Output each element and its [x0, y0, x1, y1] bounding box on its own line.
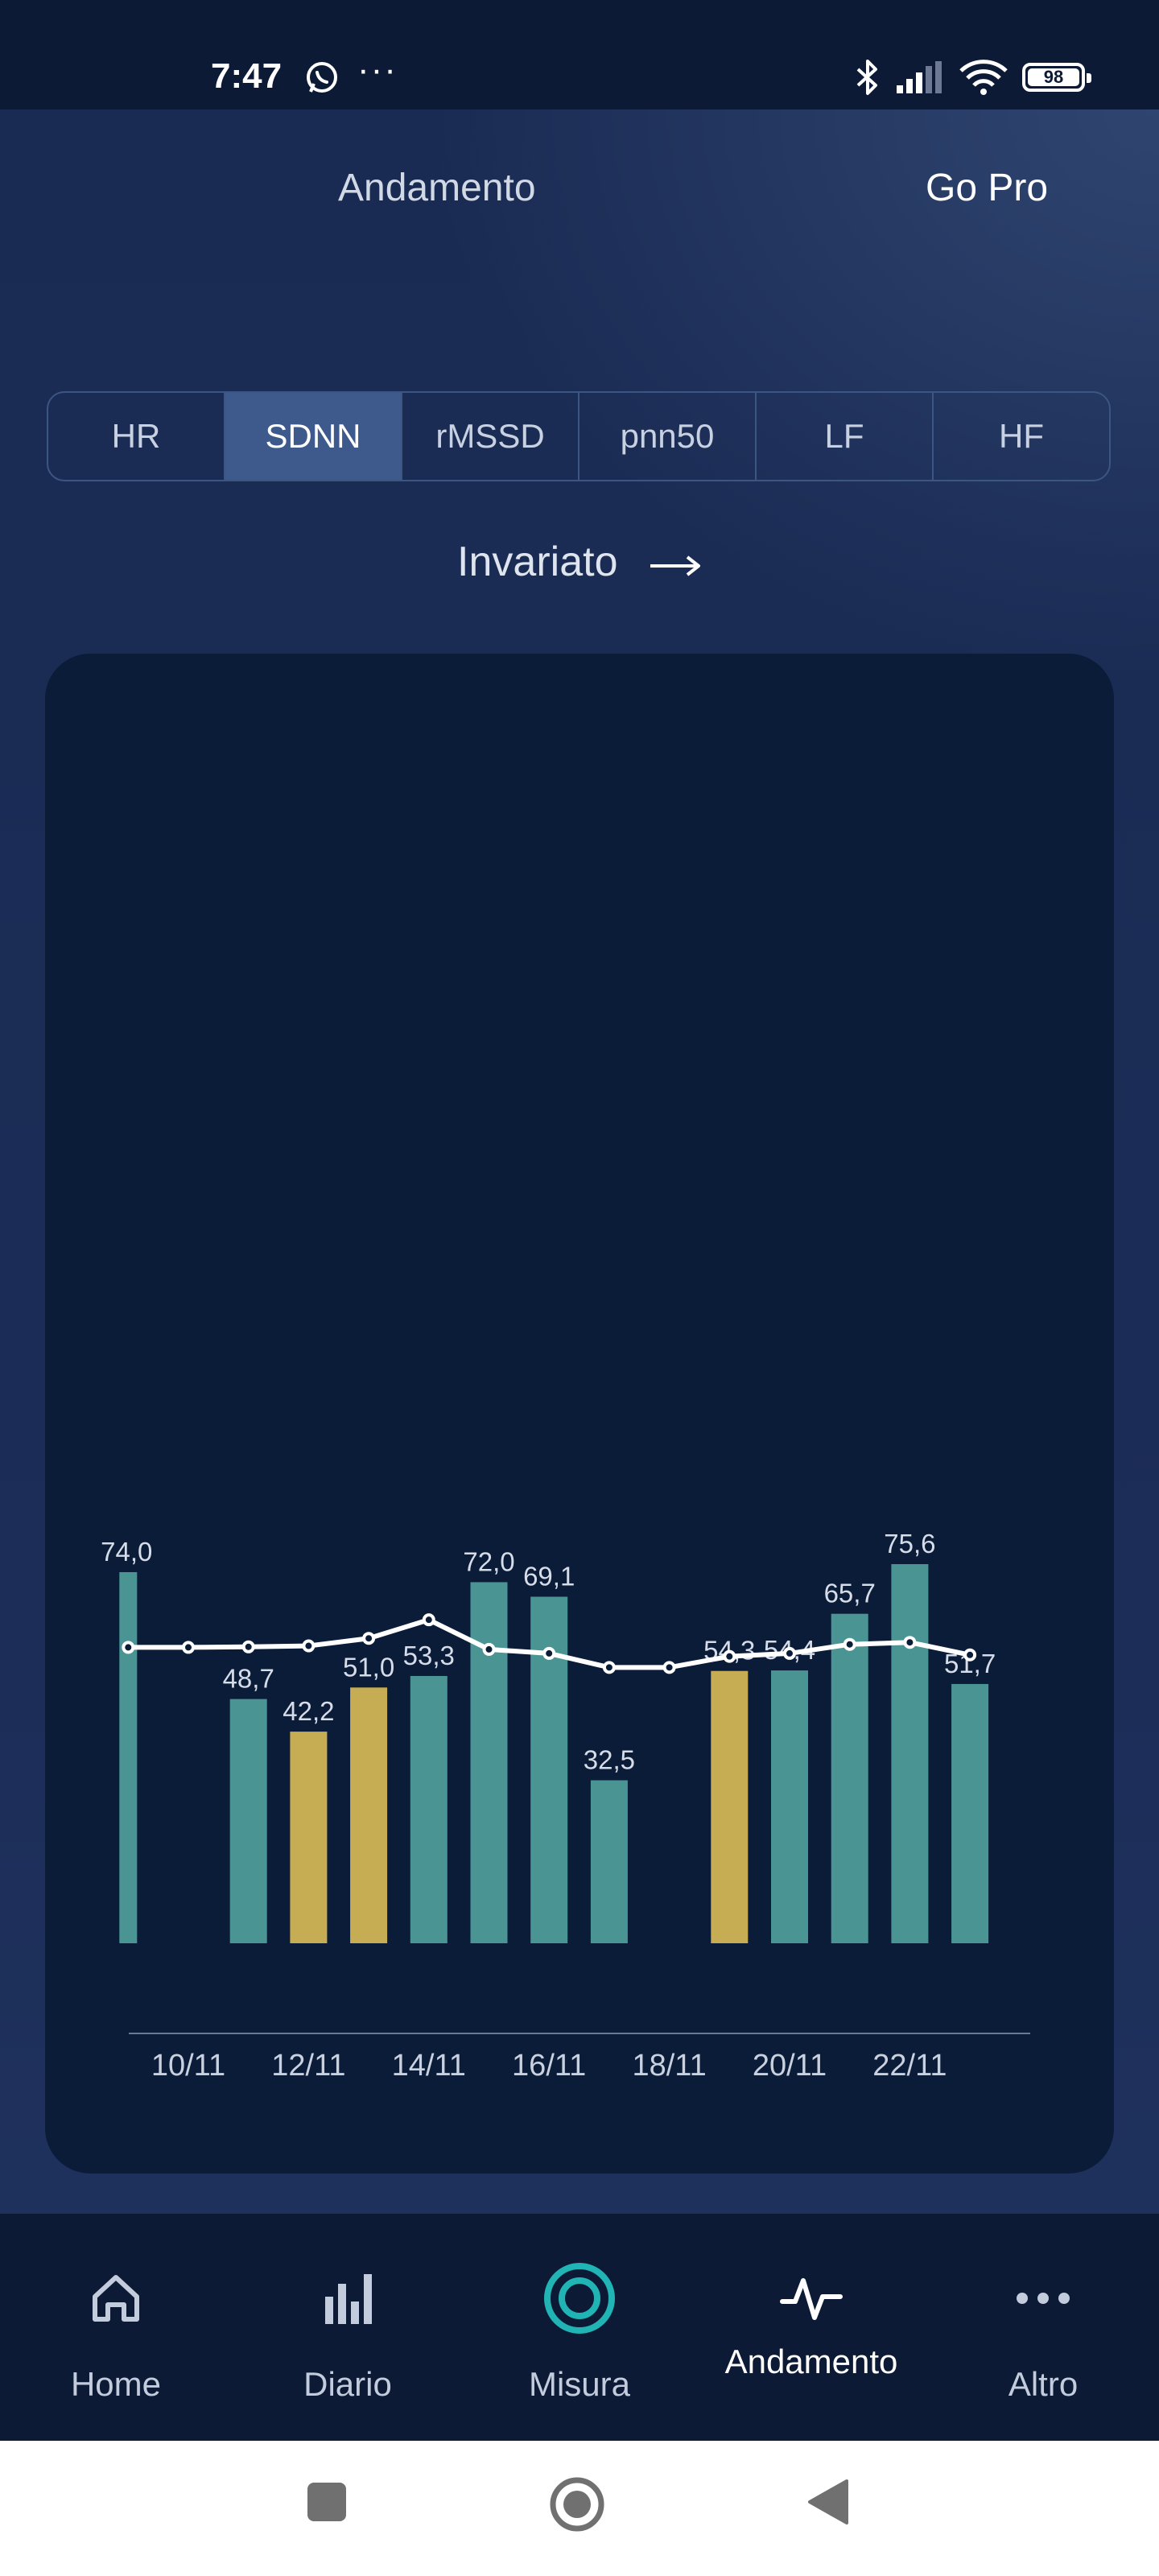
- more-icon: [927, 2262, 1159, 2334]
- bar: [891, 1564, 929, 1943]
- x-tick-label: 22/11: [872, 2049, 947, 2083]
- average-point: [662, 1661, 676, 1674]
- tab-sdnn[interactable]: SDNN: [225, 393, 402, 480]
- nav-diario[interactable]: Diario: [232, 2214, 464, 2441]
- recents-button[interactable]: [306, 2481, 348, 2527]
- x-tick-label: 16/11: [512, 2049, 586, 2083]
- bar-value-label: 53,3: [403, 1641, 455, 1670]
- nav-misura[interactable]: Misura: [464, 2214, 695, 2441]
- battery-icon: 98: [1022, 63, 1091, 92]
- tab-hf[interactable]: HF: [999, 417, 1044, 455]
- average-point: [903, 1636, 917, 1649]
- status-bar: 7:47 ··· 98: [0, 0, 1159, 109]
- signal-icon: [895, 61, 945, 97]
- whatsapp-icon: [304, 60, 340, 99]
- page-title: Andamento: [338, 167, 536, 209]
- sdnn-chart: 10/11 12/11 14/11 16/11 18/11 20/11 22/11 74,0 4…: [101, 1529, 1030, 2083]
- system-navigation-bar: [0, 2441, 1159, 2576]
- bar-chart-icon: [232, 2262, 464, 2334]
- bar-value-label: 69,1: [523, 1562, 575, 1591]
- x-tick-label: 14/11: [392, 2049, 466, 2083]
- average-point: [723, 1649, 736, 1663]
- trend-label: Invariato: [457, 539, 618, 585]
- wifi-icon: [958, 58, 1009, 101]
- pulse-icon: [695, 2262, 927, 2334]
- bar-value-label: 65,7: [824, 1579, 876, 1608]
- nav-altro-label: Altro: [1008, 2365, 1079, 2403]
- nav-home[interactable]: Home: [0, 2214, 232, 2441]
- nav-andamento[interactable]: Andamento: [695, 2214, 927, 2441]
- chart-card: 10/11 12/11 14/11 16/11 18/11 20/11 22/11 74,0 4…: [45, 654, 1114, 2174]
- bar: [350, 1687, 388, 1943]
- main-content: Andamento Go Pro HR SDNN rMSSD pnn50 LF …: [0, 109, 1159, 2214]
- x-tick-label: 20/11: [753, 2049, 827, 2083]
- metric-tabs: HR SDNN rMSSD pnn50 LF HF: [47, 391, 1111, 481]
- home-icon: [0, 2262, 232, 2334]
- battery-level: 98: [1028, 68, 1079, 86]
- tab-rmssd[interactable]: rMSSD: [402, 393, 580, 480]
- average-point: [422, 1613, 435, 1627]
- average-point: [482, 1642, 496, 1656]
- average-point: [122, 1641, 135, 1654]
- bar: [951, 1683, 989, 1943]
- bar: [119, 1571, 138, 1943]
- nav-andamento-text: Andamento: [724, 2343, 898, 2380]
- nav-home-label: Home: [70, 2365, 162, 2403]
- average-point: [783, 1646, 796, 1660]
- average-point: [182, 1641, 195, 1654]
- bar: [711, 1670, 749, 1943]
- tab-lf[interactable]: LF: [757, 393, 934, 480]
- bar: [590, 1780, 628, 1943]
- home-system-button[interactable]: [549, 2476, 605, 2537]
- tab-hr[interactable]: HR: [48, 393, 225, 480]
- bar: [290, 1732, 328, 1943]
- average-point: [362, 1632, 376, 1645]
- trend-indicator: Invariato: [0, 538, 1159, 588]
- arrow-right-icon: [649, 540, 702, 588]
- average-point: [963, 1648, 977, 1662]
- bottom-navigation: Home Diario Misura Andamento Altro: [0, 2214, 1159, 2441]
- average-point: [602, 1661, 616, 1674]
- x-tick-label: 18/11: [632, 2049, 706, 2083]
- nav-diario-label: Diario: [303, 2365, 392, 2403]
- average-point: [241, 1640, 255, 1653]
- bar: [229, 1699, 267, 1943]
- average-point: [542, 1646, 556, 1660]
- bar-value-label: 51,0: [343, 1652, 394, 1682]
- status-time: 7:47: [211, 56, 283, 96]
- average-point: [302, 1639, 316, 1653]
- bar-value-label: 32,5: [584, 1745, 635, 1775]
- nav-andamento-label: Andamento: [695, 2341, 927, 2383]
- bluetooth-icon: [853, 58, 882, 101]
- tab-pnn50[interactable]: pnn50: [580, 393, 757, 480]
- go-pro-button[interactable]: Go Pro: [926, 167, 1049, 209]
- status-more-icon: ···: [357, 50, 398, 89]
- bar-value-label: 74,0: [101, 1537, 152, 1567]
- average-point: [843, 1637, 856, 1651]
- x-tick-label: 12/11: [271, 2049, 345, 2083]
- bar: [771, 1670, 808, 1943]
- bar-value-label: 42,2: [283, 1696, 334, 1726]
- bar: [470, 1582, 508, 1943]
- bar: [410, 1675, 448, 1943]
- bar-value-label: 75,6: [884, 1529, 935, 1558]
- nav-misura-label: Misura: [528, 2365, 631, 2403]
- bar-value-label: 72,0: [463, 1546, 514, 1576]
- bar-value-label: 48,7: [223, 1664, 274, 1694]
- bar: [831, 1613, 868, 1943]
- back-button[interactable]: [805, 2478, 850, 2530]
- nav-altro[interactable]: Altro: [927, 2214, 1159, 2441]
- x-tick-label: 10/11: [151, 2049, 225, 2083]
- measure-ring-icon: [464, 2262, 695, 2334]
